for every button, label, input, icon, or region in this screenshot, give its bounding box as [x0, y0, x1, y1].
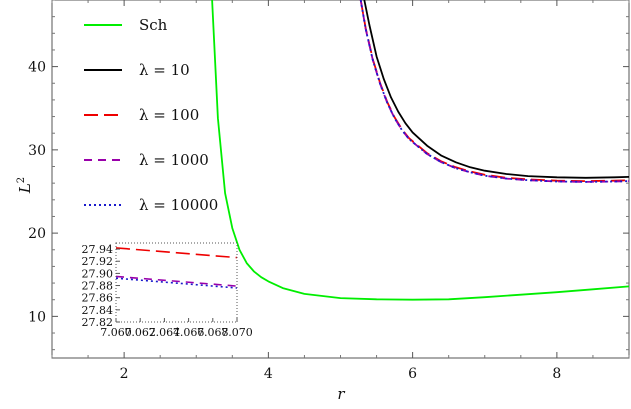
- inset-y-tick-label: 27.86: [82, 292, 114, 305]
- y-tick-label: 20: [28, 226, 46, 242]
- inset-x-tick-label: 7.066: [173, 326, 205, 339]
- inset-x-tick-label: 7.068: [197, 326, 229, 339]
- main-plot: 2 4 6 8 10 20 30 40: [28, 0, 630, 382]
- y-tick-label: 40: [28, 60, 46, 76]
- inset-y-tick-label: 27.92: [82, 255, 114, 268]
- inset-x-tick-label: 7.062: [124, 326, 156, 339]
- inset-series-line-0: [115, 247, 238, 259]
- legend-label: Sch: [139, 16, 168, 34]
- x-tick-label: 4: [264, 366, 273, 382]
- series-line-3: [359, 0, 629, 183]
- inset-y-tick-label: 27.90: [82, 267, 114, 280]
- axis-labels: r L2: [16, 177, 345, 403]
- series-line-0: [211, 0, 629, 301]
- inset-y-tick-label: 27.88: [82, 280, 114, 293]
- legend-label: λ = 1000: [139, 151, 209, 169]
- y-axis-label-base: L: [16, 183, 34, 194]
- x-axis-label: r: [337, 385, 345, 403]
- legend-label: λ = 100: [139, 106, 199, 124]
- x-tick-label: 2: [120, 366, 129, 382]
- legend-label: λ = 10: [139, 61, 190, 79]
- legend-label: λ = 10000: [139, 196, 218, 214]
- x-tick-label: 6: [408, 366, 417, 382]
- series-line-4: [359, 0, 629, 183]
- inset-frame: [115, 242, 238, 323]
- inset-y-tick-label: 27.82: [82, 316, 114, 329]
- series-line-1: [363, 0, 629, 179]
- inset-x-tick-label: 7.070: [221, 326, 253, 339]
- y-axis-label: L2: [16, 177, 34, 194]
- inset-y-tick-label: 27.94: [82, 243, 114, 256]
- inset-series-line-1: [115, 275, 238, 287]
- legend: Sch λ = 10 λ = 100 λ = 1000 λ = 10000: [84, 16, 218, 214]
- inset-y-tick-label: 27.84: [82, 304, 114, 317]
- inset-x-tick-label: 7.060: [100, 326, 132, 339]
- y-tick-label: 10: [28, 309, 46, 325]
- series-line-2: [359, 0, 629, 182]
- y-axis-label-superscript: 2: [16, 177, 27, 183]
- x-tick-label: 8: [552, 366, 561, 382]
- inset-x-tick-label: 7.064: [149, 326, 181, 339]
- y-tick-label: 30: [28, 143, 46, 159]
- inset-series-line-2: [115, 277, 238, 289]
